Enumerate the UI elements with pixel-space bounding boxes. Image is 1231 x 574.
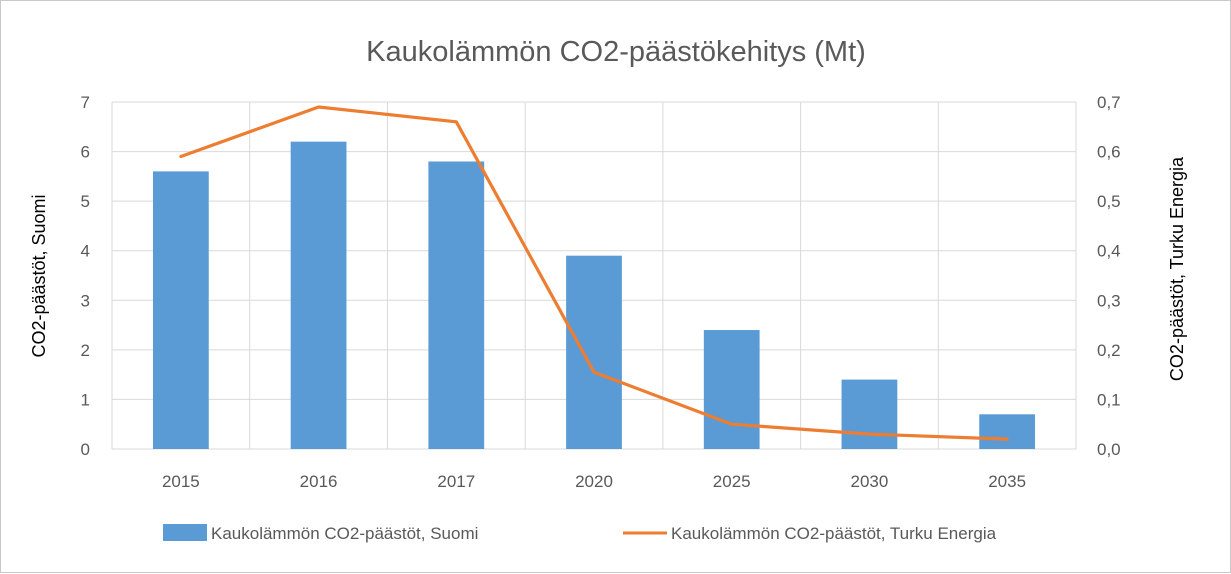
x-tick-label: 2017 (437, 472, 475, 491)
right-tick-label: 0,2 (1097, 341, 1121, 360)
x-axis-ticks: 2015 2016 2017 2020 2025 2030 2035 (162, 472, 1026, 491)
legend-label-bar: Kaukolämmön CO2-päästöt, Suomi (211, 524, 478, 543)
bar (566, 255, 622, 449)
left-tick-label: 6 (81, 143, 90, 162)
left-tick-label: 7 (81, 93, 90, 112)
left-tick-label: 5 (81, 192, 90, 211)
bar-series (152, 141, 1036, 449)
x-tick-label: 2020 (575, 472, 613, 491)
x-tick-label: 2025 (713, 472, 751, 491)
right-tick-label: 0,3 (1097, 291, 1121, 310)
right-tick-label: 0,5 (1097, 192, 1121, 211)
x-tick-label: 2035 (988, 472, 1026, 491)
bar (428, 161, 485, 449)
left-tick-label: 3 (81, 291, 90, 310)
right-axis-title: CO2-päästöt, Turku Energia (1167, 156, 1187, 381)
chart-title: Kaukolämmön CO2-päästökehitys (Mt) (366, 36, 866, 68)
legend: Kaukolämmön CO2-päästöt, Suomi Kaukolämm… (163, 524, 997, 543)
right-tick-label: 0,1 (1097, 390, 1121, 409)
x-tick-label: 2030 (851, 472, 889, 491)
series-line (179, 105, 1009, 441)
bar (979, 414, 1036, 449)
right-tick-label: 0,7 (1097, 93, 1121, 112)
legend-label-line: Kaukolämmön CO2-päästöt, Turku Energia (671, 524, 997, 543)
gridlines (111, 101, 1077, 450)
right-tick-label: 0,6 (1097, 143, 1121, 162)
left-tick-label: 1 (81, 390, 90, 409)
left-tick-label: 4 (81, 242, 90, 261)
left-tick-label: 0 (81, 440, 90, 459)
bar (841, 379, 898, 449)
line-series (179, 105, 1009, 441)
left-tick-label: 2 (81, 341, 90, 360)
left-axis-ticks: 0 1 2 3 4 5 6 7 (81, 93, 90, 459)
x-tick-label: 2015 (162, 472, 200, 491)
legend-swatch-bar (163, 524, 207, 541)
bar (152, 171, 209, 449)
x-tick-label: 2016 (300, 472, 338, 491)
right-axis-ticks: 0,0 0,1 0,2 0,3 0,4 0,5 0,6 0,7 (1097, 93, 1121, 459)
bar (703, 330, 760, 449)
left-axis-title: CO2-päästöt, Suomi (29, 194, 49, 357)
right-tick-label: 0,4 (1097, 242, 1121, 261)
bar (290, 141, 347, 449)
right-tick-label: 0,0 (1097, 440, 1121, 459)
